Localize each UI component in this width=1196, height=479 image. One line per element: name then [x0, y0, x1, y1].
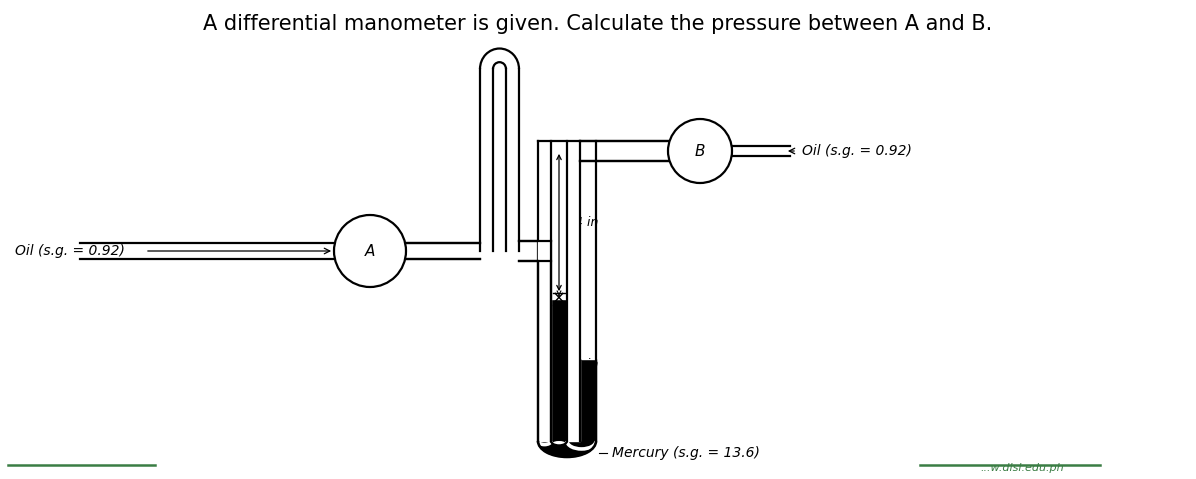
Polygon shape	[538, 141, 551, 441]
Text: A: A	[365, 243, 376, 259]
Polygon shape	[538, 241, 551, 261]
Text: ...w.dlsl.edu.ph: ...w.dlsl.edu.ph	[980, 463, 1063, 473]
Polygon shape	[567, 141, 580, 441]
Polygon shape	[493, 69, 506, 251]
Polygon shape	[551, 141, 567, 299]
Polygon shape	[580, 141, 669, 161]
Text: B: B	[695, 144, 706, 159]
Text: 24 in: 24 in	[567, 216, 598, 229]
Polygon shape	[506, 69, 519, 251]
Text: Oil (s.g. = 0.92): Oil (s.g. = 0.92)	[803, 144, 911, 158]
Wedge shape	[493, 62, 506, 69]
Text: ×: ×	[553, 290, 566, 308]
Circle shape	[669, 119, 732, 183]
Polygon shape	[519, 241, 538, 261]
Polygon shape	[480, 69, 493, 251]
Text: Mercury (s.g. = 13.6): Mercury (s.g. = 13.6)	[612, 446, 759, 460]
Text: Oil (s.g. = 0.92): Oil (s.g. = 0.92)	[16, 244, 124, 258]
Circle shape	[334, 215, 405, 287]
Polygon shape	[580, 359, 596, 441]
Text: 12 in: 12 in	[567, 357, 598, 370]
Polygon shape	[405, 243, 480, 259]
Polygon shape	[538, 441, 596, 457]
Polygon shape	[538, 299, 580, 441]
Polygon shape	[580, 141, 596, 359]
Ellipse shape	[553, 441, 566, 445]
Text: A differential manometer is given. Calculate the pressure between A and B.: A differential manometer is given. Calcu…	[203, 14, 993, 34]
